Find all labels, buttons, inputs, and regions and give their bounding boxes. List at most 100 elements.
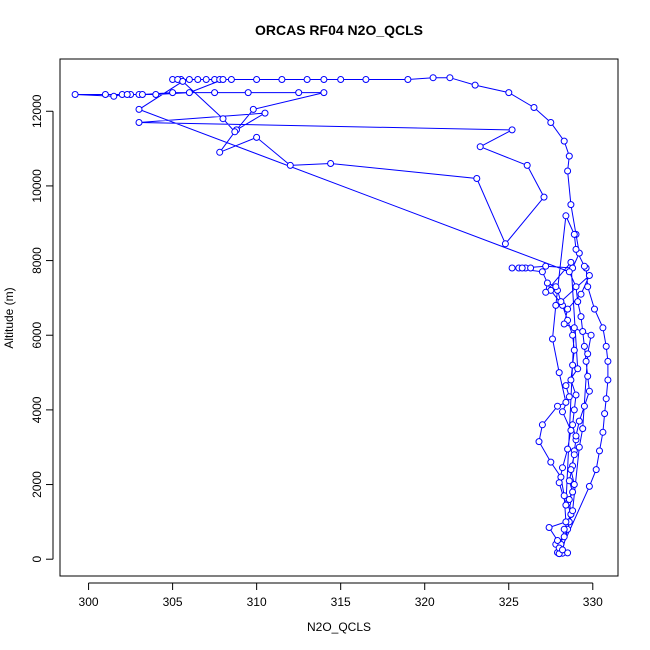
data-point xyxy=(570,324,578,332)
data-point xyxy=(523,161,531,169)
x-tick-label: 320 xyxy=(415,595,435,609)
data-point xyxy=(565,393,573,401)
y-axis: 0 2000 4000 6000 8000 10000 12000 xyxy=(30,94,54,563)
data-point xyxy=(585,272,593,279)
data-point xyxy=(584,372,592,380)
data-point xyxy=(570,451,578,459)
data-point xyxy=(592,466,600,474)
data-point xyxy=(540,193,548,201)
data-point xyxy=(501,240,509,248)
data-point xyxy=(575,443,583,451)
data-point xyxy=(569,331,577,339)
data-point xyxy=(562,518,570,526)
data-point xyxy=(565,496,573,503)
data-point xyxy=(555,479,563,487)
data-point xyxy=(601,410,609,418)
data-point xyxy=(362,76,370,83)
data-point xyxy=(545,524,553,531)
data-point xyxy=(572,283,580,291)
data-point xyxy=(552,301,560,309)
data-point xyxy=(585,482,593,490)
data-point xyxy=(135,105,143,113)
data-point xyxy=(585,387,593,395)
data-point xyxy=(473,175,481,182)
data-point xyxy=(169,89,177,97)
data-point xyxy=(574,365,582,373)
data-point xyxy=(591,305,598,313)
y-tick-label: 6000 xyxy=(30,322,44,349)
data-point xyxy=(596,447,603,455)
y-axis-label: Altitude (m) xyxy=(2,287,16,348)
data-point xyxy=(429,74,437,82)
data-point xyxy=(542,288,550,296)
data-point xyxy=(604,376,612,384)
data-point xyxy=(569,361,577,369)
data-point xyxy=(542,262,550,270)
y-tick-label: 12000 xyxy=(30,94,44,128)
data-point xyxy=(320,76,328,83)
data-point xyxy=(560,320,568,328)
data-point xyxy=(320,89,328,97)
data-point xyxy=(567,258,575,266)
x-tick-label: 305 xyxy=(163,595,183,609)
x-axis: 300 305 310 315 320 325 330 xyxy=(79,582,603,609)
y-tick-label: 4000 xyxy=(30,396,44,423)
data-point xyxy=(564,167,572,175)
data-point xyxy=(253,76,261,83)
data-point xyxy=(560,525,568,533)
data-point xyxy=(567,201,575,209)
data-point xyxy=(560,492,568,500)
data-point xyxy=(538,268,546,276)
data-point xyxy=(101,91,109,98)
data-point xyxy=(194,76,202,83)
data-point xyxy=(567,426,575,434)
data-point xyxy=(570,230,578,238)
data-point xyxy=(599,428,607,436)
data-point xyxy=(584,350,592,358)
x-axis-label: N2O_QCLS xyxy=(307,620,371,634)
data-point xyxy=(554,402,561,410)
x-tick-label: 310 xyxy=(247,595,267,609)
data-point xyxy=(286,161,294,169)
data-point xyxy=(211,89,219,97)
data-point xyxy=(508,126,516,134)
data-point xyxy=(135,119,143,126)
data-point xyxy=(577,290,585,298)
data-point xyxy=(604,357,612,365)
data-point xyxy=(202,76,210,83)
data-point xyxy=(565,152,573,160)
data-point xyxy=(71,91,79,98)
data-point xyxy=(579,425,587,433)
data-point xyxy=(231,128,239,136)
data-point xyxy=(562,382,570,390)
data-point xyxy=(575,417,583,425)
data-point xyxy=(565,268,573,276)
data-point xyxy=(179,77,187,85)
series-group xyxy=(71,74,612,558)
data-point xyxy=(547,119,555,126)
data-point xyxy=(559,408,566,416)
data-point xyxy=(569,421,577,429)
data-point xyxy=(152,91,160,98)
data-point xyxy=(552,283,560,291)
data-point xyxy=(570,346,578,354)
data-point xyxy=(580,342,588,350)
data-point xyxy=(579,328,587,335)
data-point xyxy=(110,92,118,100)
data-point xyxy=(567,466,575,474)
data-point xyxy=(599,324,607,332)
data-point xyxy=(138,91,146,98)
data-point xyxy=(547,458,555,466)
y-tick-label: 8000 xyxy=(30,247,44,274)
data-point xyxy=(570,406,578,414)
data-point xyxy=(602,342,610,350)
data-point xyxy=(570,481,578,488)
data-point xyxy=(572,432,580,440)
data-point xyxy=(557,473,565,481)
data-point xyxy=(261,109,269,117)
data-point xyxy=(543,279,551,287)
data-point xyxy=(572,391,580,399)
data-point xyxy=(530,104,538,111)
data-point xyxy=(446,74,454,82)
